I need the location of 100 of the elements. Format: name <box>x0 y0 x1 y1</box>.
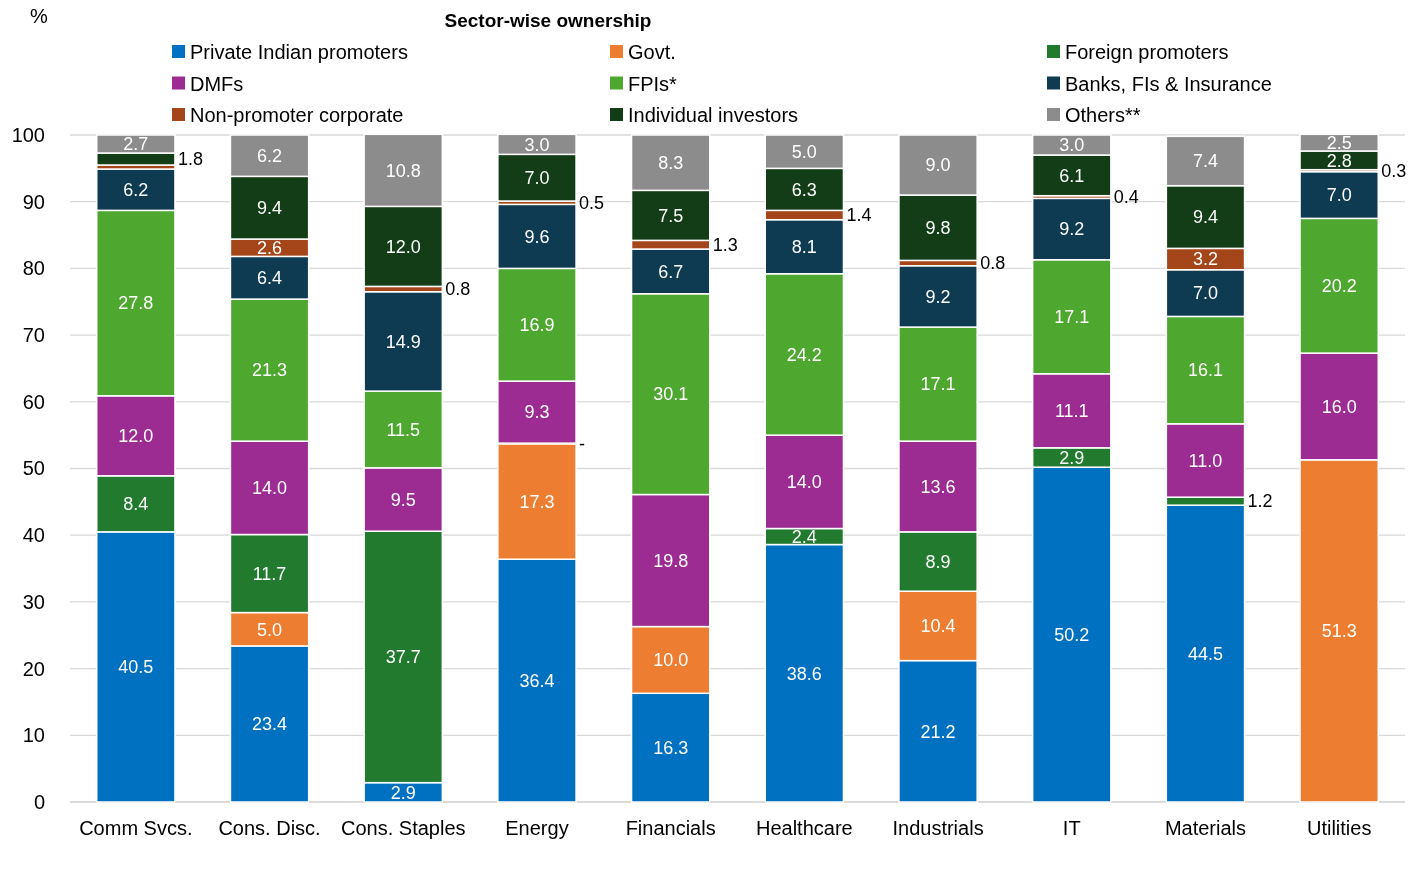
data-label: 3.0 <box>524 134 550 155</box>
data-label: 13.6 <box>920 476 956 497</box>
y-tick-label: 90 <box>22 190 45 213</box>
data-label: 0.4 <box>1113 187 1139 208</box>
y-tick-label: 100 <box>11 123 45 146</box>
data-label: 10.8 <box>385 160 421 181</box>
data-label: 6.2 <box>123 179 149 200</box>
y-tick-label: 70 <box>22 324 45 346</box>
data-label: 27.8 <box>118 293 154 314</box>
data-label: 14.0 <box>786 472 822 493</box>
data-label: 51.3 <box>1321 621 1357 642</box>
data-label: 3.0 <box>1059 135 1085 156</box>
y-tick-label: 80 <box>22 257 45 280</box>
legend-label: DMFs <box>190 72 244 95</box>
y-tick-label: 20 <box>22 657 45 680</box>
data-label: 11.1 <box>1054 401 1089 422</box>
data-label: 19.8 <box>653 550 689 571</box>
data-label: 2.9 <box>1059 447 1085 468</box>
data-label: 36.4 <box>519 670 555 691</box>
y-tick-label: 60 <box>22 390 45 413</box>
data-label: 7.0 <box>524 167 550 188</box>
data-label: 37.7 <box>385 647 421 668</box>
x-tick-label: Comm Svcs. <box>79 817 193 839</box>
data-label: 0.5 <box>579 193 605 213</box>
data-label: 11.7 <box>252 563 287 584</box>
legend-label: Others** <box>1065 104 1141 127</box>
data-label: 1.2 <box>1247 491 1273 512</box>
y-tick-label: 0 <box>33 790 45 813</box>
data-label: 5.0 <box>791 141 817 162</box>
data-label: 14.9 <box>385 331 421 352</box>
data-label: 9.3 <box>524 402 550 423</box>
x-tick-label: Energy <box>505 817 569 839</box>
data-label: 20.2 <box>1321 276 1357 297</box>
data-label: 6.1 <box>1059 165 1085 186</box>
data-label: 0.8 <box>980 253 1006 274</box>
data-label: 16.3 <box>653 737 689 758</box>
legend-label: FPIs* <box>628 72 678 95</box>
data-label: 14.0 <box>252 478 288 499</box>
legend-label: Non-promoter corporate <box>190 104 404 127</box>
data-label: 21.3 <box>252 360 288 381</box>
data-label: 21.2 <box>920 721 956 742</box>
data-label: 11.0 <box>1188 450 1223 471</box>
data-label: - <box>579 433 586 454</box>
data-label: 7.5 <box>658 205 684 226</box>
data-label: 0.8 <box>445 279 471 300</box>
data-label: 2.8 <box>1326 150 1352 171</box>
data-label: 7.0 <box>1326 185 1352 206</box>
x-tick-label: Cons. Staples <box>340 817 466 839</box>
y-tick-label: 50 <box>22 457 45 480</box>
data-label: 2.9 <box>390 782 416 803</box>
data-label: 1.4 <box>846 205 872 226</box>
data-label: 1.3 <box>712 235 738 256</box>
data-label: 6.4 <box>257 268 283 289</box>
data-label: 2.6 <box>257 238 283 259</box>
data-label: 9.4 <box>1192 207 1218 228</box>
x-tick-label: Utilities <box>1306 817 1372 839</box>
data-label: 7.4 <box>1192 151 1218 172</box>
x-tick-label: Financials <box>625 817 716 839</box>
data-label: 2.5 <box>1326 132 1352 153</box>
data-label: 9.2 <box>925 286 951 307</box>
data-label: 6.2 <box>257 145 283 166</box>
data-label: 17.1 <box>1054 307 1090 328</box>
data-label: 9.6 <box>524 226 550 247</box>
y-tick-label: 40 <box>22 524 45 547</box>
y-axis-title: % <box>30 5 48 27</box>
data-label: 44.5 <box>1187 643 1223 664</box>
data-label: 0.3 <box>1381 160 1407 181</box>
data-label: 9.5 <box>390 489 416 510</box>
data-label: 9.0 <box>925 155 951 176</box>
data-label: 30.1 <box>653 384 689 405</box>
data-label: 16.0 <box>1321 396 1357 417</box>
legend-label: Banks, FIs & Insurance <box>1065 72 1272 95</box>
data-label: 24.2 <box>786 344 822 365</box>
data-label: 6.3 <box>791 179 817 200</box>
y-tick-label: 30 <box>22 590 45 613</box>
data-label: 40.5 <box>118 657 154 678</box>
data-label: 16.9 <box>519 315 555 336</box>
data-label: 5.0 <box>257 619 283 640</box>
data-label: 9.8 <box>925 218 951 239</box>
y-tick-label: 10 <box>22 724 45 747</box>
x-tick-label: Industrials <box>892 817 984 839</box>
data-label: 17.3 <box>519 491 555 512</box>
data-label: 1.8 <box>177 149 203 170</box>
legend-label: Govt. <box>628 41 676 64</box>
data-label: 12.0 <box>118 426 154 447</box>
data-label: 7.0 <box>1192 283 1218 304</box>
x-tick-label: Healthcare <box>755 817 853 839</box>
data-label: 2.4 <box>791 526 817 547</box>
data-label: 8.1 <box>791 237 817 258</box>
data-label: 8.3 <box>658 152 684 173</box>
data-label: 11.5 <box>386 419 421 440</box>
data-label: 16.1 <box>1187 360 1223 381</box>
data-label: 3.2 <box>1192 249 1218 270</box>
data-label: 10.4 <box>920 616 956 637</box>
data-label: 9.2 <box>1059 219 1085 240</box>
data-label: 38.6 <box>786 663 822 684</box>
x-tick-label: Cons. Disc. <box>218 817 321 839</box>
legend-label: Private Indian promoters <box>190 41 408 64</box>
data-label: 23.4 <box>252 714 288 735</box>
data-label: 6.7 <box>658 261 684 282</box>
